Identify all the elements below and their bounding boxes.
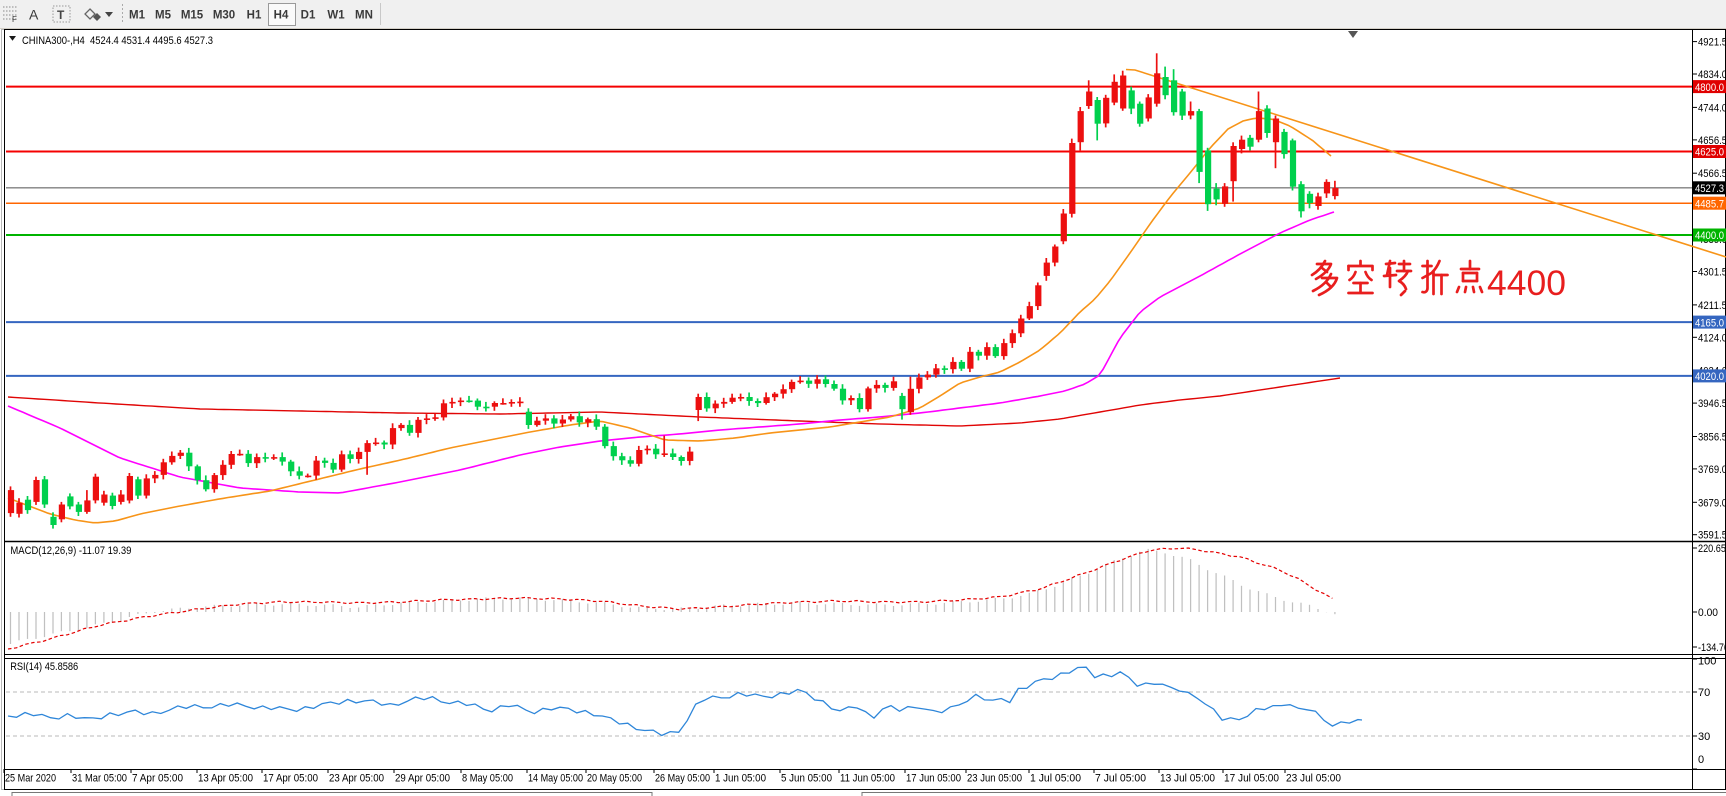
svg-text:4165.0: 4165.0 [1695,317,1724,329]
svg-text:31 Mar 05:00: 31 Mar 05:00 [72,773,127,785]
svg-text:MACD(12,26,9) -11.07 19.39: MACD(12,26,9) -11.07 19.39 [10,545,131,557]
svg-text:4527.3: 4527.3 [1695,183,1724,195]
svg-text:3679.0: 3679.0 [1698,497,1726,509]
svg-text:4921.5: 4921.5 [1698,37,1726,49]
svg-text:23 Jul 05:00: 23 Jul 05:00 [1286,773,1341,785]
svg-text:29 Apr 05:00: 29 Apr 05:00 [395,773,450,785]
svg-text:0.00: 0.00 [1698,607,1718,619]
svg-text:30: 30 [1698,731,1710,743]
svg-text:7 Jul 05:00: 7 Jul 05:00 [1095,773,1146,785]
svg-text:H4: H4 [274,10,289,22]
svg-text:1 Jul 05:00: 1 Jul 05:00 [1030,773,1081,785]
svg-text:1 Jun 05:00: 1 Jun 05:00 [715,773,766,785]
svg-text:3591.5: 3591.5 [1698,530,1726,542]
svg-text:M1: M1 [129,10,146,22]
svg-text:W1: W1 [327,10,345,22]
svg-text:3769.0: 3769.0 [1698,464,1726,476]
svg-text:-134.76: -134.76 [1698,642,1726,654]
svg-text:T: T [57,8,65,22]
svg-text:4211.5: 4211.5 [1698,300,1726,312]
svg-text:4744.0: 4744.0 [1698,102,1726,114]
svg-text:M30: M30 [213,10,235,22]
svg-text:3856.5: 3856.5 [1698,432,1726,444]
svg-text:RSI(14) 45.8586: RSI(14) 45.8586 [10,661,78,673]
svg-text:17 Jun 05:00: 17 Jun 05:00 [906,773,961,785]
svg-text:14 May 05:00: 14 May 05:00 [528,773,583,785]
svg-text:4485.7: 4485.7 [1695,198,1724,210]
svg-text:0: 0 [1698,754,1704,766]
svg-text:13 Apr 05:00: 13 Apr 05:00 [198,773,253,785]
svg-text:5 Jun 05:00: 5 Jun 05:00 [781,773,832,785]
svg-text:20 May 05:00: 20 May 05:00 [587,773,642,785]
svg-text:25 Mar 2020: 25 Mar 2020 [5,773,56,785]
svg-text:4124.0: 4124.0 [1698,332,1726,344]
svg-text:MN: MN [355,10,373,22]
svg-text:CHINA300-,H4 4524.4 4531.4 44: CHINA300-,H4 4524.4 4531.4 4495.6 4527.3 [22,35,213,47]
svg-text:F: F [12,15,17,24]
svg-text:13 Jul 05:00: 13 Jul 05:00 [1160,773,1215,785]
svg-text:23 Apr 05:00: 23 Apr 05:00 [329,773,384,785]
svg-text:4566.5: 4566.5 [1698,168,1726,180]
svg-text:4625.0: 4625.0 [1695,147,1724,159]
svg-text:23 Jun 05:00: 23 Jun 05:00 [967,773,1022,785]
svg-text:3946.5: 3946.5 [1698,398,1726,410]
svg-text:26 May 05:00: 26 May 05:00 [655,773,710,785]
svg-text:4301.5: 4301.5 [1698,267,1726,279]
svg-text:4020.0: 4020.0 [1695,371,1724,383]
svg-text:70: 70 [1698,687,1710,699]
svg-text:4400.0: 4400.0 [1695,230,1724,242]
svg-text:D1: D1 [301,10,316,22]
svg-text:A: A [29,7,39,23]
svg-text:11 Jun 05:00: 11 Jun 05:00 [840,773,895,785]
svg-text:220.65: 220.65 [1698,543,1726,555]
svg-text:17 Apr 05:00: 17 Apr 05:00 [263,773,318,785]
svg-text:4656.5: 4656.5 [1698,135,1726,147]
svg-text:4834.0: 4834.0 [1698,69,1726,81]
svg-text:100: 100 [1698,656,1716,668]
svg-text:H1: H1 [247,10,262,22]
svg-text:17 Jul 05:00: 17 Jul 05:00 [1224,773,1279,785]
svg-text:8 May 05:00: 8 May 05:00 [462,773,513,785]
svg-text:M15: M15 [181,10,204,22]
svg-text:4400: 4400 [1487,263,1566,303]
svg-text:M5: M5 [155,10,172,22]
svg-text:7 Apr 05:00: 7 Apr 05:00 [132,773,183,785]
svg-text:4800.0: 4800.0 [1695,82,1724,94]
